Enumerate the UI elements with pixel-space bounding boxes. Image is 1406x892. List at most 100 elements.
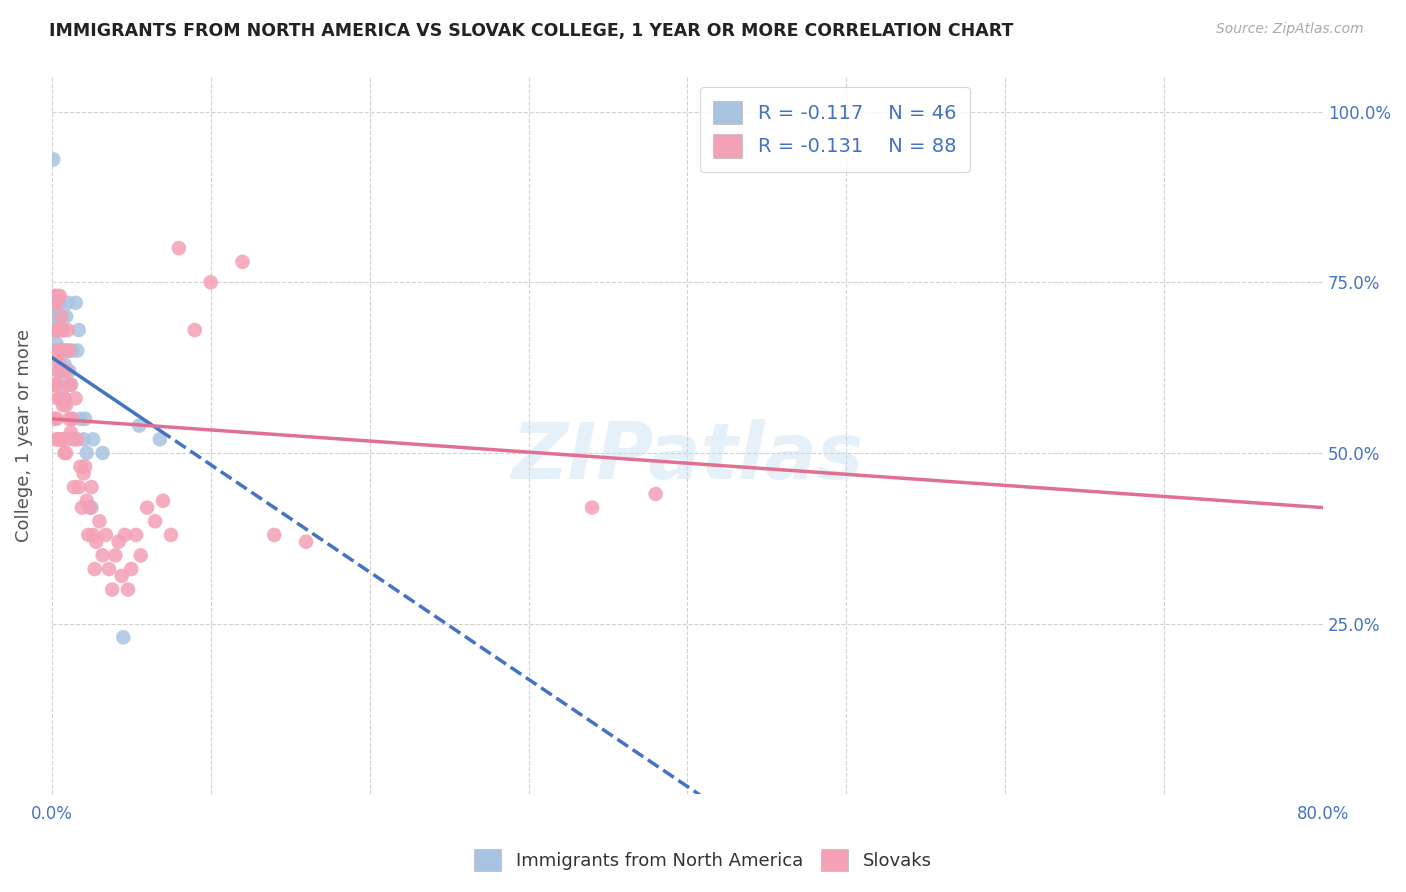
Point [143, 514, 166, 528]
Text: ZIPatlas: ZIPatlas [512, 419, 863, 495]
Point [48, 343, 70, 358]
Point [72, 467, 94, 481]
Point [67, 480, 90, 494]
Point [44, 289, 66, 303]
Point [69, 412, 91, 426]
Point [94, 528, 117, 542]
Point [52, 433, 75, 447]
Point [42, 323, 65, 337]
Point [55, 446, 77, 460]
Point [56, 323, 79, 337]
Point [55, 398, 77, 412]
Point [83, 562, 105, 576]
Point [62, 343, 84, 358]
Point [44, 289, 66, 303]
Point [46, 289, 69, 303]
Point [51, 343, 73, 358]
Point [63, 480, 86, 494]
Point [62, 412, 84, 426]
Point [55, 310, 77, 324]
Point [52, 323, 75, 337]
Point [42, 377, 65, 392]
Point [263, 528, 285, 542]
Point [80, 480, 103, 494]
Point [69, 459, 91, 474]
Point [152, 493, 174, 508]
Point [76, 493, 98, 508]
Point [231, 254, 253, 268]
Point [45, 412, 67, 426]
Point [53, 392, 76, 406]
Point [56, 377, 79, 392]
Point [45, 310, 67, 324]
Point [59, 377, 82, 392]
Point [62, 412, 84, 426]
Point [52, 364, 75, 378]
Point [45, 377, 67, 392]
Point [46, 310, 69, 324]
Point [45, 336, 67, 351]
Point [136, 500, 159, 515]
Point [59, 425, 82, 440]
Point [52, 323, 75, 337]
Point [644, 487, 666, 501]
Text: Source: ZipAtlas.com: Source: ZipAtlas.com [1216, 22, 1364, 37]
Point [44, 343, 66, 358]
Point [51, 310, 73, 324]
Point [51, 364, 73, 378]
Point [53, 343, 76, 358]
Point [63, 433, 86, 447]
Point [55, 364, 77, 378]
Point [295, 534, 318, 549]
Point [67, 323, 90, 337]
Point [53, 446, 76, 460]
Point [125, 528, 148, 542]
Point [55, 343, 77, 358]
Point [51, 310, 73, 324]
Point [129, 549, 152, 563]
Point [58, 343, 80, 358]
Point [48, 323, 70, 337]
Y-axis label: College, 1 year or more: College, 1 year or more [15, 329, 32, 542]
Point [184, 323, 207, 337]
Point [160, 528, 183, 542]
Point [101, 582, 124, 597]
Point [56, 295, 79, 310]
Point [44, 412, 66, 426]
Point [44, 302, 66, 317]
Point [56, 343, 79, 358]
Point [46, 323, 69, 337]
Point [42, 153, 65, 167]
Point [66, 433, 89, 447]
Point [44, 323, 66, 337]
Point [167, 241, 190, 255]
Point [48, 392, 70, 406]
Point [79, 500, 101, 515]
Point [114, 528, 136, 542]
Point [66, 343, 89, 358]
Point [46, 323, 69, 337]
Point [117, 582, 139, 597]
Point [44, 295, 66, 310]
Point [65, 295, 87, 310]
Point [51, 433, 73, 447]
Point [45, 433, 67, 447]
Point [48, 433, 70, 447]
Point [51, 343, 73, 358]
Point [111, 569, 134, 583]
Point [46, 364, 69, 378]
Point [80, 500, 103, 515]
Point [45, 323, 67, 337]
Legend: Immigrants from North America, Slovaks: Immigrants from North America, Slovaks [467, 842, 939, 879]
Point [75, 459, 97, 474]
Point [52, 398, 75, 412]
Point [581, 500, 603, 515]
Point [77, 528, 100, 542]
Text: IMMIGRANTS FROM NORTH AMERICA VS SLOVAK COLLEGE, 1 YEAR OR MORE CORRELATION CHAR: IMMIGRANTS FROM NORTH AMERICA VS SLOVAK … [49, 22, 1014, 40]
Point [44, 310, 66, 324]
Point [46, 343, 69, 358]
Point [46, 392, 69, 406]
Point [46, 364, 69, 378]
Point [45, 295, 67, 310]
Point [42, 295, 65, 310]
